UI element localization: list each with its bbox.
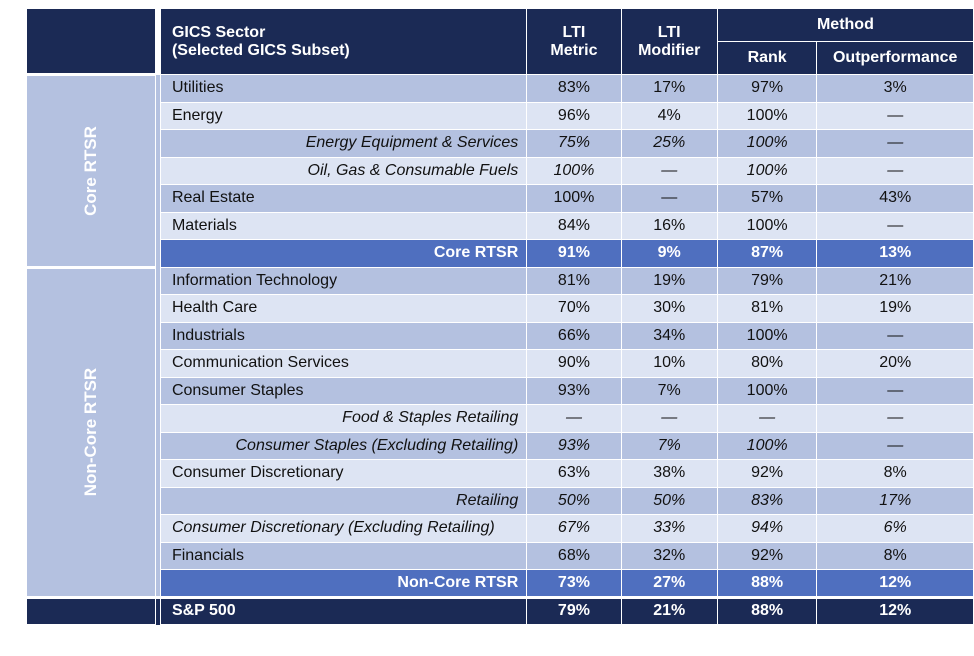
gap-cell xyxy=(155,595,161,625)
table-row: Consumer Staples 93% 7% 100% — xyxy=(27,376,974,405)
lti-sector-table: GICS Sector (Selected GICS Subset) LTI M… xyxy=(25,8,974,625)
table-row: Industrials 66% 34% 100% — xyxy=(27,321,974,350)
lti-metric-header: LTI Metric xyxy=(526,8,622,75)
gap-cell xyxy=(155,8,161,75)
table-row: Communication Services 90% 10% 80% 20% xyxy=(27,349,974,378)
group-label-noncore: Non-Core RTSR xyxy=(25,265,157,598)
gap-cell xyxy=(155,74,161,597)
table-row: Materials 84% 16% 100% — xyxy=(27,211,974,240)
sector-header-line1: GICS Sector xyxy=(171,23,266,41)
summary-row-core: Core RTSR 91% 9% 87% 13% xyxy=(27,239,974,268)
table-row: Retailing 50% 50% 83% 17% xyxy=(27,486,974,515)
table-row: Consumer Discretionary (Excluding Retail… xyxy=(27,514,974,543)
sector-header: GICS Sector (Selected GICS Subset) xyxy=(159,8,528,75)
table-row: Consumer Staples (Excluding Retailing) 9… xyxy=(27,431,974,460)
table-row: Real Estate 100% — 57% 43% xyxy=(27,184,974,213)
table-row: Oil, Gas & Consumable Fuels 100% — 100% … xyxy=(27,156,974,185)
lti-modifier-header: LTI Modifier xyxy=(620,8,718,75)
group-label-core: Core RTSR xyxy=(25,73,157,268)
table-row: Non-Core RTSR Information Technology 81%… xyxy=(25,265,974,598)
total-row-sp500: S&P 500 79% 21% 88% 12% xyxy=(25,595,974,625)
table-row: Consumer Discretionary 63% 38% 92% 8% xyxy=(27,459,974,488)
method-header: Method xyxy=(716,8,974,42)
rank-header: Rank xyxy=(716,41,818,75)
total-corner-cell xyxy=(25,595,157,625)
lti-sector-table-container: GICS Sector (Selected GICS Subset) LTI M… xyxy=(25,8,974,625)
outperformance-header: Outperformance xyxy=(816,41,974,75)
table-row: Energy Equipment & Services 75% 25% 100%… xyxy=(27,129,974,158)
corner-cell xyxy=(25,8,157,75)
table-row: Food & Staples Retailing — — — — xyxy=(27,404,974,433)
table-row: Financials 68% 32% 92% 8% xyxy=(27,541,974,570)
table-row: Energy 96% 4% 100% — xyxy=(27,101,974,130)
table-row: Health Care 70% 30% 81% 19% xyxy=(27,294,974,323)
summary-row-noncore: Non-Core RTSR 73% 27% 88% 12% xyxy=(27,569,974,598)
sector-header-line2: (Selected GICS Subset) xyxy=(171,41,350,59)
table-row: Core RTSR Utilities 83% 17% 97% 3% xyxy=(25,73,974,597)
